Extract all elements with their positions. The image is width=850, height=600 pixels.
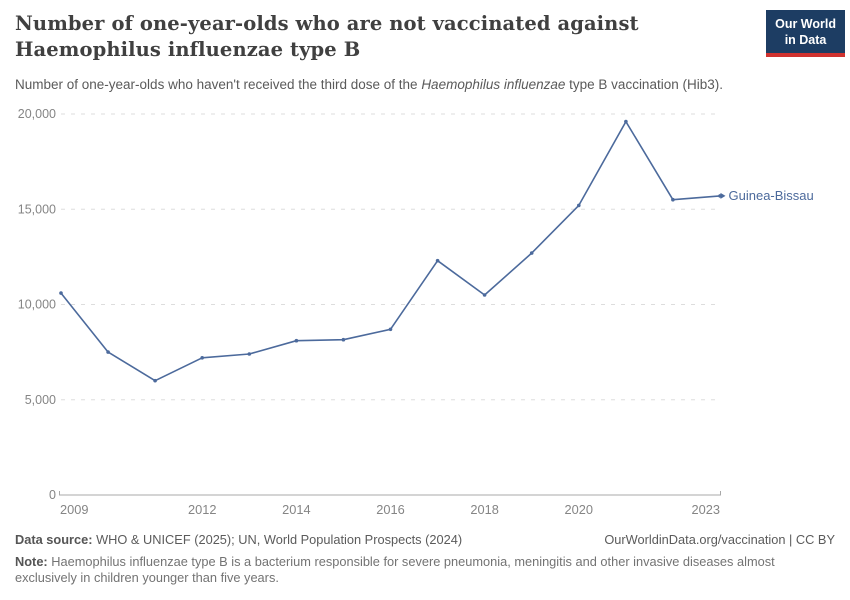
chart-title: Number of one-year-olds who are not vacc… <box>15 11 639 63</box>
data-point[interactable] <box>624 119 628 124</box>
x-tick-label: 2020 <box>565 502 593 517</box>
data-point[interactable] <box>529 251 534 255</box>
footnote-label: Note: <box>15 553 48 569</box>
footnote: Note: Haemophilus influenzae type B is a… <box>15 554 790 587</box>
data-point[interactable] <box>341 337 346 342</box>
x-tick-label: 2009 <box>60 502 88 517</box>
data-source-label: Data source: <box>15 532 93 547</box>
series-arrowhead-icon <box>720 192 726 199</box>
x-tick-label: 2016 <box>376 502 404 517</box>
credit-link[interactable]: OurWorldinData.org/vaccination | CC BY <box>604 532 835 547</box>
y-tick-label: 15,000 <box>18 202 56 216</box>
data-source-text: WHO & UNICEF (2025); UN, World Populatio… <box>92 532 463 547</box>
data-source: Data source: WHO & UNICEF (2025); UN, Wo… <box>15 532 462 549</box>
chart-footer: Data source: WHO & UNICEF (2025); UN, Wo… <box>15 532 835 587</box>
data-point[interactable] <box>435 258 440 263</box>
data-point[interactable] <box>153 378 157 383</box>
x-tick-label: 2012 <box>188 502 216 517</box>
data-point[interactable] <box>388 327 393 332</box>
owid-logo-line2: in Data <box>784 32 827 47</box>
x-tick-label: 2018 <box>470 502 498 517</box>
subtitle-italic-text: Haemophilus influenzae <box>421 77 566 92</box>
chart-title-line1: Number of one-year-olds who are not vacc… <box>15 12 639 35</box>
data-point[interactable] <box>577 203 581 208</box>
y-tick-label: 5,000 <box>25 393 56 407</box>
data-point[interactable] <box>106 350 110 354</box>
subtitle-text-end: type B vaccination (Hib3). <box>565 77 723 92</box>
data-point[interactable] <box>671 197 675 202</box>
x-tick-label: 2014 <box>282 502 310 517</box>
footnote-text: Haemophilus influenzae type B is a bacte… <box>15 553 775 586</box>
y-tick-label: 0 <box>49 488 56 502</box>
chart-subtitle: Number of one-year-olds who haven't rece… <box>15 77 723 92</box>
owid-logo[interactable]: Our World in Data <box>766 10 845 58</box>
data-point[interactable] <box>247 352 252 356</box>
data-point[interactable] <box>200 356 204 360</box>
data-point[interactable] <box>482 293 487 297</box>
owid-logo-line1: Our World <box>775 17 836 31</box>
y-tick-label: 20,000 <box>18 107 56 121</box>
x-tick-label: 2023 <box>692 502 720 517</box>
data-line-guinea-bissau[interactable] <box>60 120 721 382</box>
series-label-guinea-bissau[interactable]: Guinea-Bissau <box>729 188 814 203</box>
y-tick-label: 10,000 <box>18 298 56 312</box>
chart-title-line2: Haemophilus influenzae type B <box>15 38 361 61</box>
subtitle-text: Number of one-year-olds who haven't rece… <box>15 77 422 92</box>
data-point[interactable] <box>294 338 299 343</box>
data-point[interactable] <box>59 291 63 295</box>
